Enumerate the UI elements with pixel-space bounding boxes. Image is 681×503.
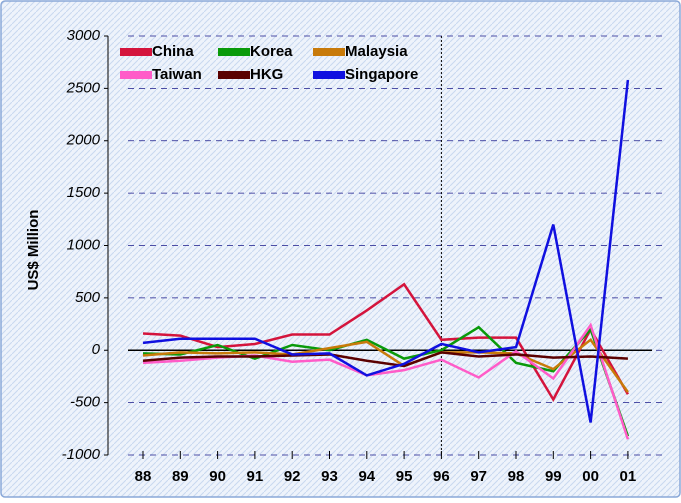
y-tick-label: -500 (70, 394, 101, 411)
x-tick-label: 95 (396, 468, 413, 485)
y-axis-title: US$ Million (25, 210, 42, 291)
legend-text: China (152, 43, 194, 60)
series-line (142, 325, 630, 437)
legend-text: Taiwan (152, 66, 202, 83)
x-tick-label: 93 (321, 468, 338, 485)
x-tick-label: 91 (247, 468, 264, 485)
y-tick-label: 2500 (66, 79, 101, 96)
x-tick-label: 94 (358, 468, 375, 485)
x-tick-label: 01 (620, 468, 637, 485)
legend-swatch (120, 71, 152, 79)
series-line (142, 337, 629, 393)
legend-swatch (218, 71, 250, 79)
legend-swatch (218, 48, 250, 56)
y-tick-label: -1000 (62, 446, 101, 463)
x-tick-label: 99 (545, 468, 562, 485)
legend-text: Korea (250, 43, 293, 60)
x-tick-label: 00 (582, 468, 599, 485)
x-tick-label: 97 (470, 468, 487, 485)
plot-area: -1000 -500 0 500 1000 1500 2000 2500 3000 88 89 90 9… (62, 27, 662, 485)
legend-swatch (313, 71, 345, 79)
y-tick-label: 1500 (67, 184, 101, 201)
x-tick-label: 98 (508, 468, 525, 485)
x-tick-label: 88 (135, 468, 152, 485)
legend-swatch (120, 48, 152, 56)
legend-text: Singapore (345, 66, 418, 83)
legend-text: HKG (250, 66, 283, 83)
series-line (142, 79, 630, 423)
y-tick-label: 1000 (67, 236, 101, 253)
x-tick-label: 90 (209, 468, 226, 485)
y-tick-label: 500 (75, 289, 101, 306)
y-tick-label: 3000 (67, 27, 101, 44)
legend-text: Malaysia (345, 43, 408, 60)
x-tick-label: 89 (172, 468, 189, 485)
x-tick-label: 92 (284, 468, 301, 485)
series-line (142, 351, 628, 368)
x-tick-label: 96 (433, 468, 450, 485)
legend-swatch (313, 48, 345, 56)
y-tick-label: 2000 (66, 132, 101, 149)
y-tick-label: 0 (92, 341, 101, 358)
